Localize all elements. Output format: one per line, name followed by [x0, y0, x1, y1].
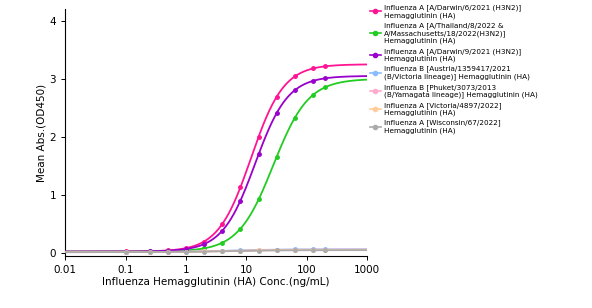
- Y-axis label: Mean Abs.(OD450): Mean Abs.(OD450): [37, 83, 47, 181]
- X-axis label: Influenza Hemagglutinin (HA) Conc.(ng/mL): Influenza Hemagglutinin (HA) Conc.(ng/mL…: [102, 278, 330, 287]
- Legend: Influenza A [A/Darwin/6/2021 (H3N2)]
Hemagglutinin (HA), Influenza A [A/Thailand: Influenza A [A/Darwin/6/2021 (H3N2)] Hem…: [370, 4, 538, 134]
